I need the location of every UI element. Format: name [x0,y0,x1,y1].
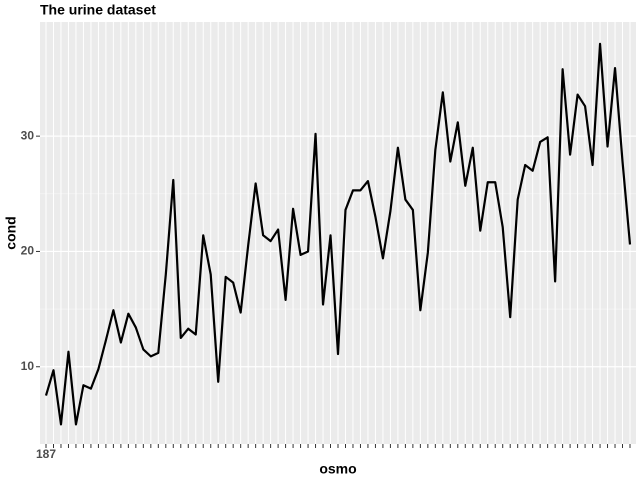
y-axis-label: cond [3,216,19,249]
y-tick-label: 30 [21,128,35,142]
chart-title: The urine dataset [40,2,156,18]
line [44,42,632,426]
y-tick-label: 20 [21,244,35,258]
y-tick-label: 10 [21,359,35,373]
x-tick-label: 187 [36,447,56,461]
x-axis-label: osmo [319,461,356,477]
